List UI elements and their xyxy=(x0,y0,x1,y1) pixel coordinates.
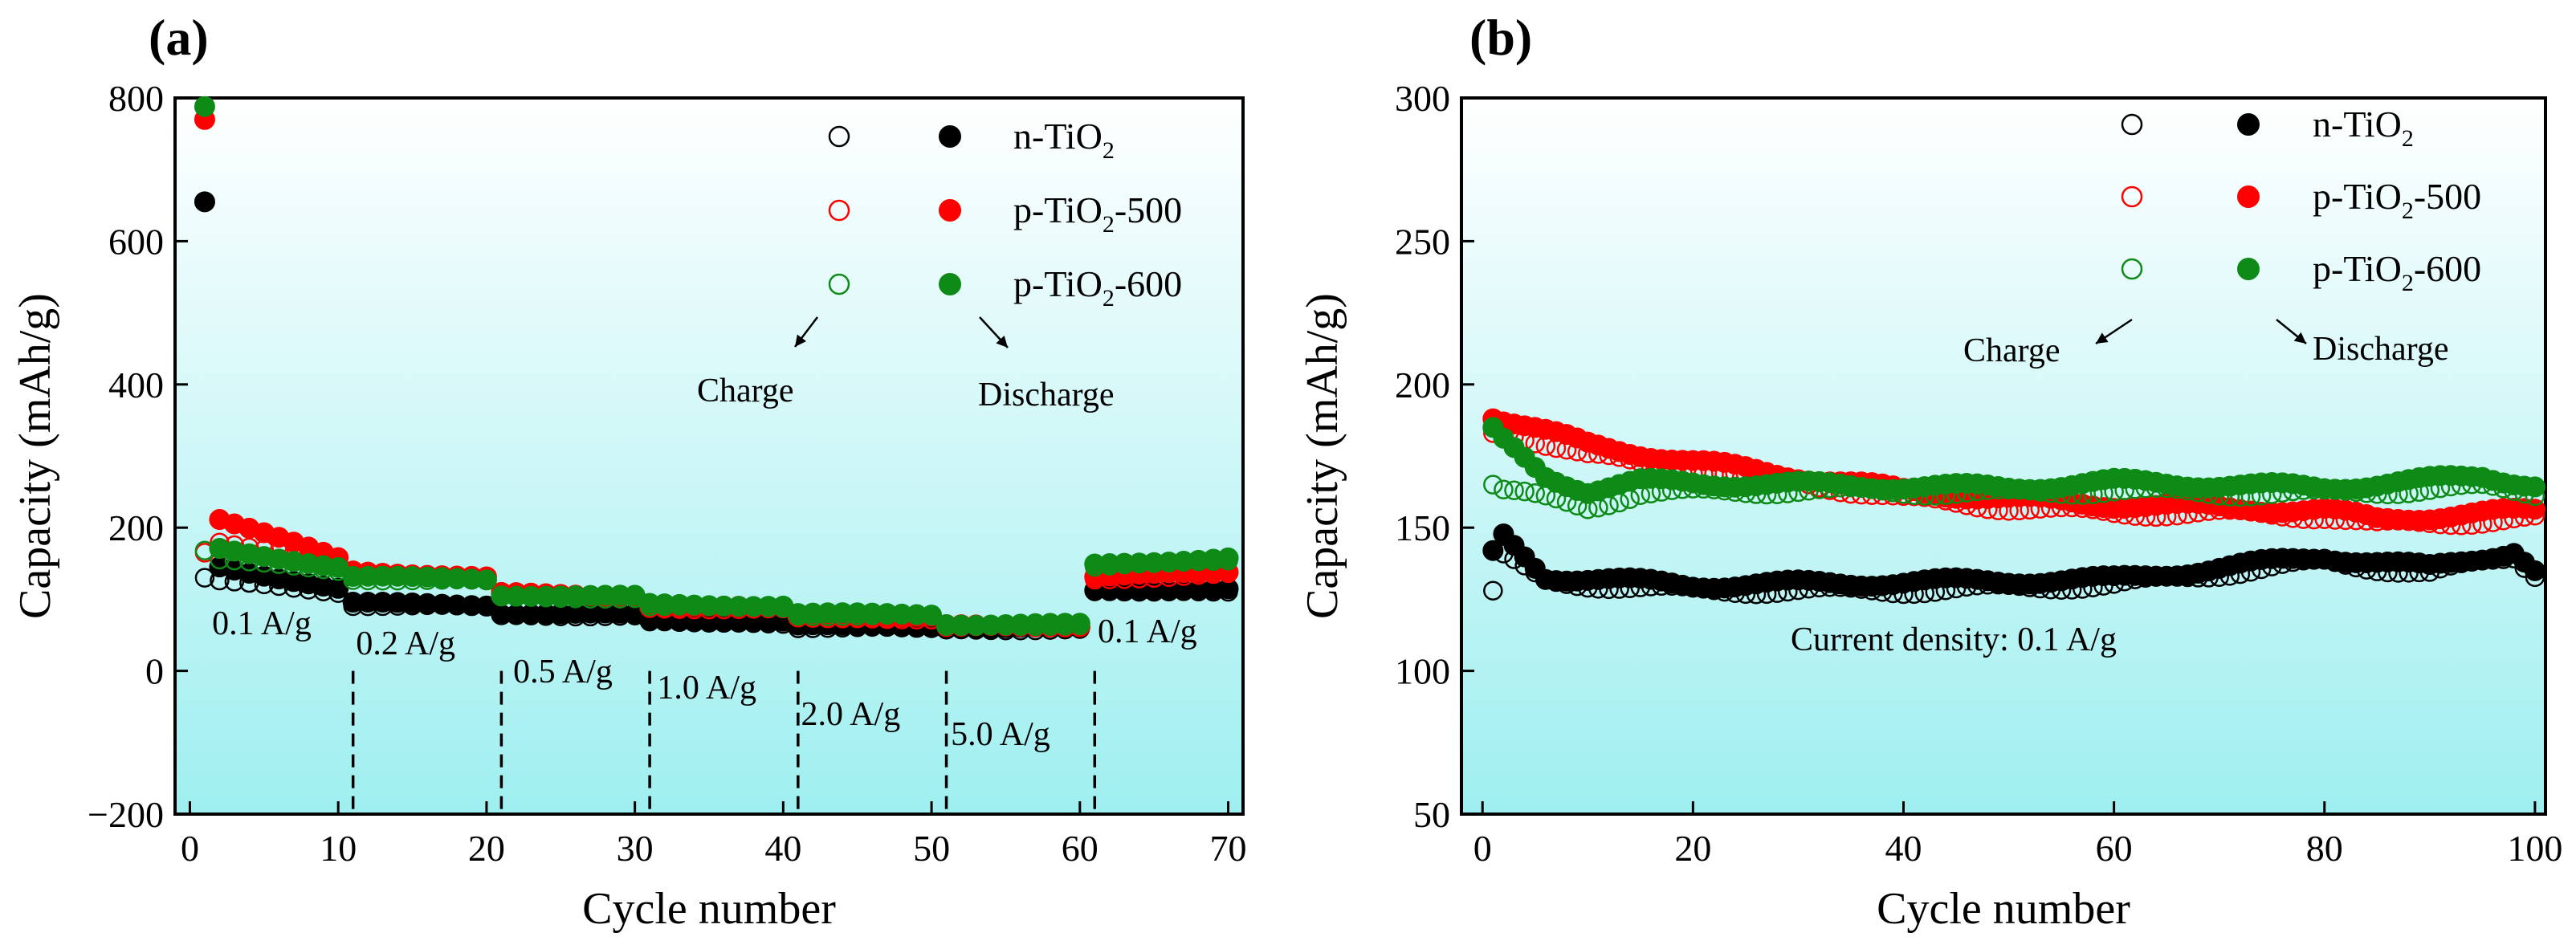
discharge-point xyxy=(2524,560,2545,581)
charge-point xyxy=(2121,113,2143,136)
legend-entry: n-TiO2 xyxy=(2313,104,2414,152)
charge-label: Charge xyxy=(1963,332,2060,369)
y-tick-label: 50 xyxy=(1413,794,1450,835)
panel-b-current-density-note: Current density: 0.1 A/g xyxy=(1791,621,2117,658)
discharge-label: Discharge xyxy=(978,377,1115,413)
discharge-point xyxy=(194,96,215,117)
panel-a-rate-labels: 0.1 A/g 0.2 A/g 0.5 A/g 1.0 A/g 2.0 A/g 5.0 A… xyxy=(212,605,1196,753)
discharge-point xyxy=(2237,258,2260,280)
charge-point xyxy=(1514,481,1535,502)
x-tick-label: 10 xyxy=(320,828,357,869)
panel-a-x-axis-title: Cycle number xyxy=(582,884,836,934)
y-tick-label: 100 xyxy=(1395,651,1450,692)
y-tick-label: 200 xyxy=(108,507,164,548)
x-tick-label: 50 xyxy=(913,828,950,869)
rate-label: 2.0 A/g xyxy=(801,696,901,733)
discharge-point xyxy=(194,191,215,213)
y-tick-label: 200 xyxy=(1395,365,1450,405)
y-tick-label: 250 xyxy=(1395,221,1450,262)
panel-b-x-axis-title: Cycle number xyxy=(1877,884,2130,934)
discharge-point xyxy=(939,273,961,295)
x-tick-label: 40 xyxy=(764,828,801,869)
x-tick-label: 0 xyxy=(1473,828,1492,869)
discharge-point xyxy=(2237,113,2260,136)
discharge-point xyxy=(2237,185,2260,208)
discharge-label: Discharge xyxy=(2313,331,2449,368)
rate-label: 0.1 A/g xyxy=(1098,613,1197,650)
legend-arrowhead xyxy=(795,334,807,347)
discharge-point xyxy=(475,569,497,591)
y-tick-label: 150 xyxy=(1395,507,1450,548)
x-tick-label: 20 xyxy=(468,828,505,869)
x-tick-label: 20 xyxy=(1674,828,1711,869)
charge-point xyxy=(828,199,850,222)
x-tick-label: 60 xyxy=(1062,828,1098,869)
discharge-point xyxy=(1217,547,1239,568)
charge-label: Charge xyxy=(697,373,794,409)
panel-b-x-axis: 0 20 40 60 80 100 xyxy=(1473,801,2562,869)
x-tick-label: 100 xyxy=(2507,828,2562,869)
discharge-point xyxy=(1482,540,1504,561)
panel-b-label: (b) xyxy=(1469,9,1532,66)
panel-b-legend: n-TiO2 p-TiO2-500 p-TiO2-600 Charge Discharg… xyxy=(1963,104,2481,369)
discharge-point xyxy=(1069,613,1090,634)
charge-point xyxy=(828,273,850,295)
charge-point xyxy=(2121,258,2143,280)
x-tick-label: 30 xyxy=(617,828,654,869)
rate-label: 0.5 A/g xyxy=(513,654,613,690)
legend-entry: n-TiO2 xyxy=(1013,116,1115,164)
charge-point xyxy=(1504,480,1524,500)
panel-a-y-axis: −200 0 200 400 600 800 xyxy=(88,78,188,835)
y-tick-label: 400 xyxy=(108,365,164,405)
legend-entry: p-TiO2-600 xyxy=(2313,248,2481,296)
discharge-point xyxy=(939,125,961,148)
x-tick-label: 80 xyxy=(2306,828,2343,869)
x-tick-label: 60 xyxy=(2096,828,2133,869)
discharge-point xyxy=(921,605,943,626)
panel-a-rate-dividers xyxy=(351,670,1097,814)
charge-point xyxy=(1525,483,1545,503)
panel-b-data-points xyxy=(1482,408,2545,605)
charge-point xyxy=(1483,580,1503,601)
rate-label: 5.0 A/g xyxy=(951,716,1050,753)
panel-b: (b) 0 20 40 60 80 100 50 100 150 200 250 300 Cycle… xyxy=(1298,9,2562,934)
charge-point xyxy=(2121,185,2143,208)
y-tick-label: 800 xyxy=(108,78,164,119)
legend-arrowhead xyxy=(2293,332,2306,344)
y-tick-label: 300 xyxy=(1395,78,1450,119)
legend-arrowhead xyxy=(996,335,1008,348)
panel-a-label: (a) xyxy=(149,9,209,66)
panel-a-y-axis-title: Capacity (mAh/g) xyxy=(10,293,60,619)
panel-a-legend: n-TiO2 p-TiO2-500 p-TiO2-600 Charge Discharg… xyxy=(697,116,1182,413)
panel-b-y-axis-title: Capacity (mAh/g) xyxy=(1298,293,1347,619)
discharge-point xyxy=(939,199,961,222)
x-tick-label: 0 xyxy=(181,828,199,869)
y-tick-label: −200 xyxy=(88,794,164,835)
panel-a-x-axis: 0 10 20 30 40 50 60 70 xyxy=(181,801,1247,869)
panel-b-y-axis: 50 100 150 200 250 300 xyxy=(1395,78,1474,835)
legend-entry: p-TiO2-500 xyxy=(1013,189,1182,238)
charge-point xyxy=(1494,479,1514,500)
y-tick-label: 0 xyxy=(145,651,164,692)
x-tick-label: 70 xyxy=(1210,828,1247,869)
charge-point xyxy=(194,568,215,588)
y-tick-label: 600 xyxy=(108,221,164,262)
legend-entry: p-TiO2-600 xyxy=(1013,263,1182,312)
rate-label: 0.2 A/g xyxy=(356,625,455,662)
rate-label: 1.0 A/g xyxy=(657,670,756,707)
charge-point xyxy=(1483,474,1503,495)
legend-entry: p-TiO2-500 xyxy=(2313,176,2481,224)
panel-a: (a) 0 10 20 30 40 50 60 70 −200 0 200 400 600 800 0.… xyxy=(10,9,1247,934)
x-tick-label: 40 xyxy=(1885,828,1922,869)
legend-arrowhead xyxy=(2096,332,2109,344)
rate-label: 0.1 A/g xyxy=(212,605,312,642)
charge-point xyxy=(828,125,850,148)
panel-a-data-points xyxy=(194,96,1239,641)
discharge-point xyxy=(2524,476,2545,498)
